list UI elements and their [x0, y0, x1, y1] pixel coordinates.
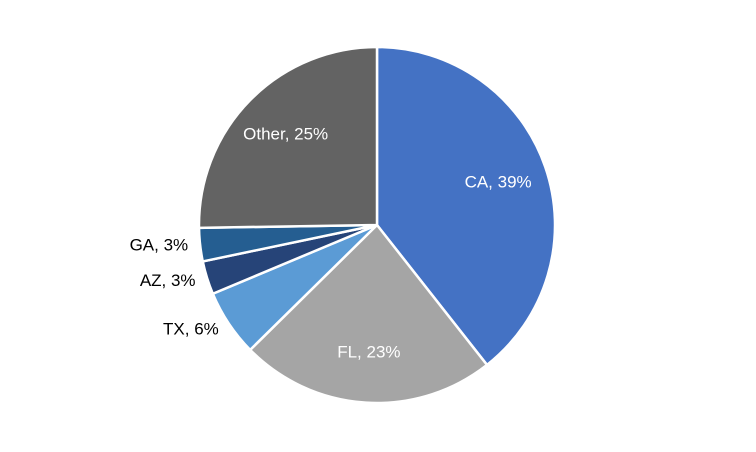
data-label: CA, 39% — [465, 173, 532, 192]
data-label: FL, 23% — [337, 342, 400, 361]
data-label: TX, 6% — [163, 320, 219, 339]
pie-slice — [375, 45, 557, 367]
data-label: Other, 25% — [243, 125, 328, 144]
data-label: GA, 3% — [130, 236, 189, 255]
pie-slice — [248, 223, 489, 405]
data-label: AZ, 3% — [140, 271, 196, 290]
pie-slice — [197, 45, 379, 230]
